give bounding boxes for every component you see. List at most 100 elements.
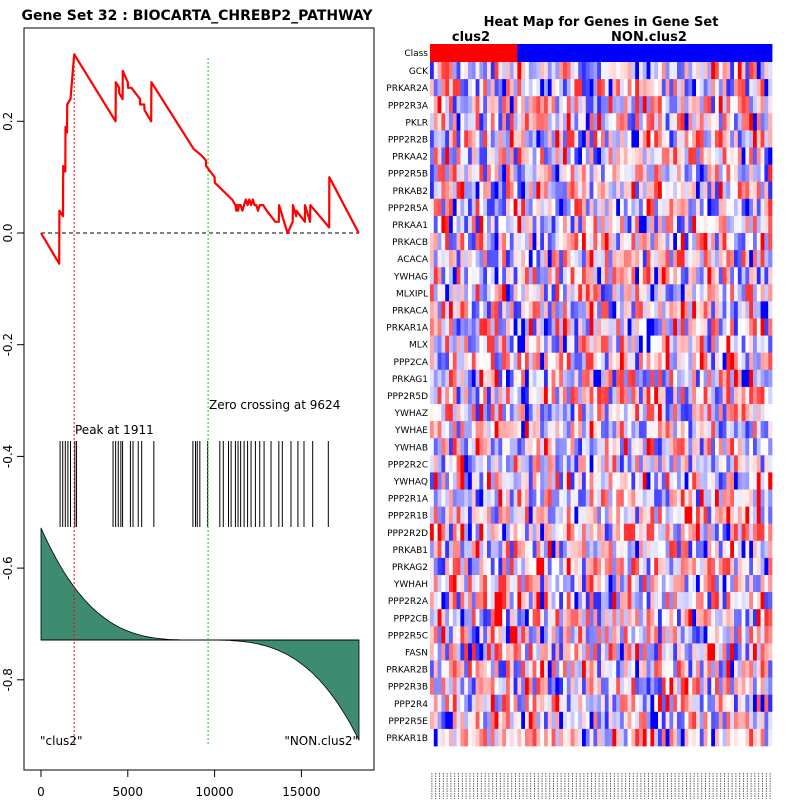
heat-cell bbox=[711, 421, 716, 439]
heat-cell bbox=[506, 626, 511, 644]
heat-cell bbox=[722, 369, 727, 388]
heat-cell bbox=[646, 318, 651, 336]
heat-cell bbox=[578, 181, 583, 200]
heat-cell bbox=[612, 575, 617, 593]
heat-cell bbox=[703, 250, 708, 268]
heat-cell bbox=[513, 592, 518, 610]
heat-cell bbox=[479, 79, 484, 97]
heat-cell bbox=[544, 164, 549, 183]
heat-cell bbox=[604, 386, 609, 405]
heat-cell bbox=[487, 233, 492, 251]
heat-cell bbox=[460, 677, 465, 696]
heat-cell bbox=[665, 523, 670, 542]
heat-cell bbox=[578, 626, 583, 644]
heat-cell bbox=[445, 233, 450, 251]
heat-cell bbox=[563, 96, 568, 114]
heat-cell bbox=[597, 369, 602, 388]
heat-cell bbox=[768, 130, 773, 148]
heat-cell bbox=[608, 386, 613, 405]
heat-cell bbox=[726, 694, 731, 713]
heat-cell bbox=[753, 728, 758, 747]
heat-cell bbox=[475, 592, 480, 610]
heat-cell bbox=[737, 506, 742, 525]
heat-cell bbox=[616, 284, 621, 302]
heat-cell bbox=[479, 284, 484, 302]
heat-cell bbox=[642, 164, 647, 183]
heat-cell bbox=[585, 711, 590, 730]
heat-cell bbox=[699, 438, 704, 456]
heat-cell bbox=[509, 711, 514, 730]
heat-cell bbox=[665, 677, 670, 696]
heat-cell bbox=[468, 215, 473, 234]
heat-cell bbox=[559, 215, 564, 234]
heat-cell bbox=[494, 694, 499, 713]
heat-cell bbox=[532, 575, 537, 593]
heat-cell bbox=[684, 79, 689, 97]
heat-cell bbox=[612, 455, 617, 473]
heat-cell bbox=[711, 540, 716, 559]
heat-cell bbox=[509, 438, 514, 456]
gene-label: PRKAG1 bbox=[392, 375, 428, 385]
heat-cell bbox=[688, 233, 693, 251]
heat-cell bbox=[589, 96, 594, 114]
heat-cell bbox=[517, 677, 522, 696]
heat-cell bbox=[490, 660, 495, 678]
heat-cell bbox=[498, 404, 503, 422]
heat-cell bbox=[715, 489, 720, 507]
heat-cell bbox=[437, 198, 442, 217]
heat-cell bbox=[540, 438, 545, 456]
enrichment-plot-title: Gene Set 32 : BIOCARTA_CHREBP2_PATHWAY bbox=[21, 8, 373, 24]
heat-cell bbox=[498, 147, 503, 165]
heat-cell bbox=[570, 164, 575, 183]
heat-cell bbox=[631, 386, 636, 405]
heat-cell bbox=[726, 472, 731, 490]
heat-cell bbox=[669, 181, 674, 200]
heat-cell bbox=[433, 575, 438, 593]
heat-cell bbox=[551, 352, 556, 371]
heat-cell bbox=[737, 643, 742, 661]
heat-cell bbox=[547, 523, 552, 542]
heat-cell bbox=[620, 267, 625, 285]
heat-cell bbox=[468, 523, 473, 542]
gene-label: PRKAR2B bbox=[386, 666, 428, 676]
heat-cell bbox=[688, 506, 693, 525]
heat-cell bbox=[673, 233, 678, 251]
heat-cell bbox=[555, 79, 560, 97]
heat-cell bbox=[559, 181, 564, 200]
heat-cell bbox=[452, 147, 457, 165]
heat-cell bbox=[726, 147, 731, 165]
heat-cell bbox=[741, 301, 746, 319]
heat-cell bbox=[502, 575, 507, 593]
heat-cell bbox=[498, 352, 503, 371]
heat-cell bbox=[574, 626, 579, 644]
heat-cell bbox=[696, 96, 701, 114]
heat-cell bbox=[479, 233, 484, 251]
heat-cell bbox=[441, 62, 446, 80]
heat-cell bbox=[528, 404, 533, 422]
heat-cell bbox=[445, 523, 450, 542]
heat-cell bbox=[487, 284, 492, 302]
heat-cell bbox=[760, 557, 765, 576]
heat-cell bbox=[544, 540, 549, 559]
heat-cell bbox=[502, 233, 507, 251]
heat-cell bbox=[635, 660, 640, 678]
heat-cell bbox=[483, 267, 488, 285]
heat-cell bbox=[460, 592, 465, 610]
heat-cell bbox=[509, 489, 514, 507]
heat-cell bbox=[734, 113, 739, 131]
heat-cell bbox=[601, 455, 606, 473]
heat-cell bbox=[589, 438, 594, 456]
heat-cell bbox=[677, 181, 682, 200]
heat-cell bbox=[661, 215, 666, 234]
heat-cell bbox=[551, 130, 556, 148]
heat-cell bbox=[589, 523, 594, 542]
heat-cell bbox=[604, 506, 609, 525]
heat-cell bbox=[460, 575, 465, 593]
heat-cell bbox=[639, 198, 644, 217]
heat-cell bbox=[547, 540, 552, 559]
heat-cell bbox=[753, 198, 758, 217]
heat-cell bbox=[441, 267, 446, 285]
heat-cell bbox=[441, 198, 446, 217]
heat-cell bbox=[692, 267, 697, 285]
